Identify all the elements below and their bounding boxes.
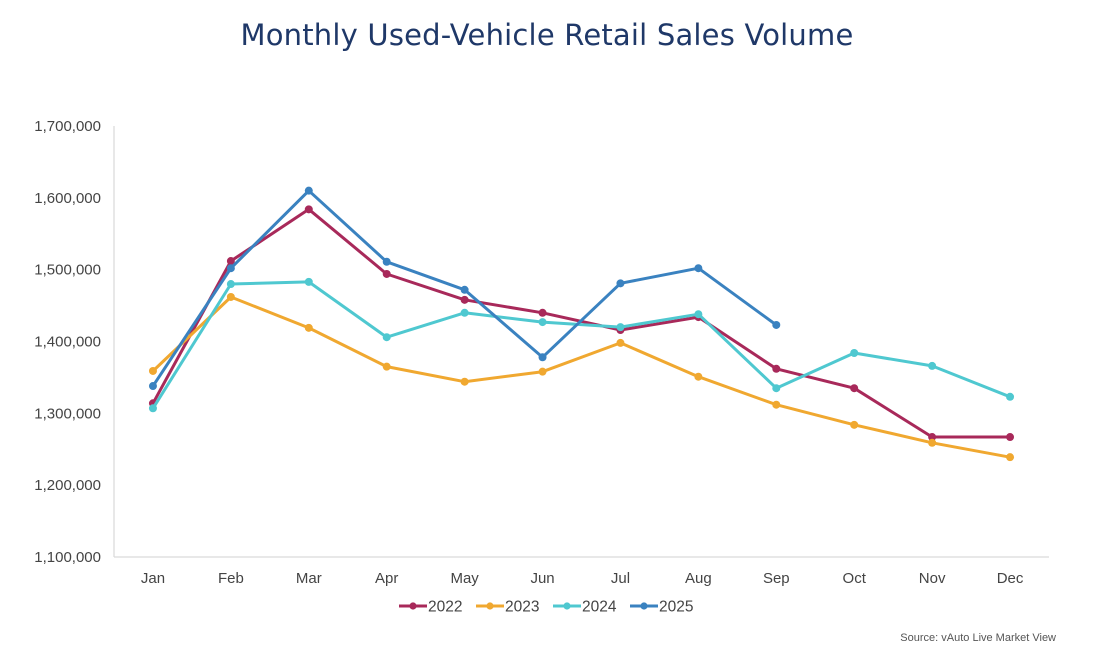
data-point-2022 <box>850 384 859 393</box>
data-point-2024 <box>850 348 859 357</box>
x-tick-label: Apr <box>375 570 398 587</box>
x-tick-label: Jun <box>530 570 554 587</box>
data-point-2025 <box>616 279 625 288</box>
x-tick-label: Jan <box>141 570 165 587</box>
x-tick-label: May <box>450 570 479 587</box>
legend-swatch-marker <box>640 602 648 610</box>
data-point-2024 <box>304 277 313 286</box>
data-point-2025 <box>772 320 781 329</box>
data-point-2024 <box>772 384 781 393</box>
data-point-2023 <box>928 438 937 447</box>
source-note: Source: vAuto Live Market View <box>900 632 1056 644</box>
data-point-2022 <box>772 364 781 373</box>
series-2024 <box>148 277 1015 413</box>
series-2023 <box>148 292 1015 462</box>
data-point-2024 <box>928 361 937 370</box>
legend-item-2022: 2022 <box>399 599 462 616</box>
series-line-2024 <box>151 280 1012 410</box>
x-tick-label: Oct <box>843 570 867 587</box>
data-point-2022 <box>1006 433 1015 442</box>
y-tick-label: 1,100,000 <box>34 549 101 566</box>
data-point-2024 <box>538 318 547 327</box>
data-point-2023 <box>538 367 547 376</box>
y-tick-label: 1,300,000 <box>34 405 101 422</box>
data-point-2022 <box>928 433 937 442</box>
x-tick-label: Sep <box>763 570 790 587</box>
y-tick-label: 1,600,000 <box>34 190 101 207</box>
x-tick-label: Mar <box>296 570 322 587</box>
data-point-2023 <box>616 338 625 347</box>
data-point-2022 <box>226 257 235 266</box>
data-point-2023 <box>772 400 781 409</box>
y-tick-label: 1,500,000 <box>34 262 101 279</box>
x-tick-label: Aug <box>685 570 712 587</box>
data-point-2022 <box>460 295 469 304</box>
data-point-2024 <box>694 310 703 319</box>
data-point-2025 <box>694 264 703 273</box>
y-tick-label: 1,200,000 <box>34 477 101 494</box>
data-point-2022 <box>538 308 547 317</box>
series-group <box>148 186 1015 462</box>
series-2025 <box>148 186 781 391</box>
legend-item-2023: 2023 <box>476 599 539 616</box>
x-tick-label: Nov <box>919 570 946 587</box>
y-tick-label: 1,400,000 <box>34 334 101 351</box>
legend-swatch-marker <box>486 602 494 610</box>
data-point-2023 <box>460 377 469 386</box>
data-point-2025 <box>148 382 157 391</box>
data-point-2024 <box>382 333 391 342</box>
data-point-2023 <box>694 372 703 381</box>
data-point-2024 <box>616 323 625 332</box>
legend-item-2024: 2024 <box>553 599 617 616</box>
legend-label: 2025 <box>659 599 693 616</box>
legend-label: 2024 <box>582 599 617 616</box>
data-point-2025 <box>226 264 235 273</box>
data-point-2025 <box>304 186 313 195</box>
x-tick-label: Jul <box>611 570 630 587</box>
data-point-2023 <box>382 362 391 371</box>
x-tick-label: Dec <box>997 570 1024 587</box>
series-line-2023 <box>151 295 1012 459</box>
data-point-2024 <box>226 280 235 289</box>
data-point-2024 <box>148 404 157 413</box>
data-point-2024 <box>460 308 469 317</box>
y-tick-label: 1,700,000 <box>34 118 101 135</box>
data-point-2023 <box>304 323 313 332</box>
x-tick-label: Feb <box>218 570 244 587</box>
data-point-2025 <box>538 353 547 362</box>
data-point-2022 <box>382 269 391 278</box>
data-point-2023 <box>226 292 235 301</box>
data-point-2024 <box>1006 392 1015 401</box>
legend-label: 2023 <box>505 599 539 616</box>
legend-item-2025: 2025 <box>630 599 693 616</box>
chart-title: Monthly Used-Vehicle Retail Sales Volume <box>240 18 854 52</box>
legend-swatch-marker <box>563 602 571 610</box>
legend-swatch-marker <box>409 602 417 610</box>
data-point-2025 <box>460 285 469 294</box>
data-point-2022 <box>304 205 313 214</box>
data-point-2023 <box>850 420 859 429</box>
axes: 1,100,000 1,200,000 1,300,000 1,400,000 1,50… <box>34 118 1049 587</box>
data-point-2023 <box>148 366 157 375</box>
data-point-2025 <box>382 257 391 266</box>
legend-label: 2022 <box>428 599 462 616</box>
legend: 2022 2023 2024 2025 <box>399 599 693 616</box>
data-point-2023 <box>1006 453 1015 462</box>
